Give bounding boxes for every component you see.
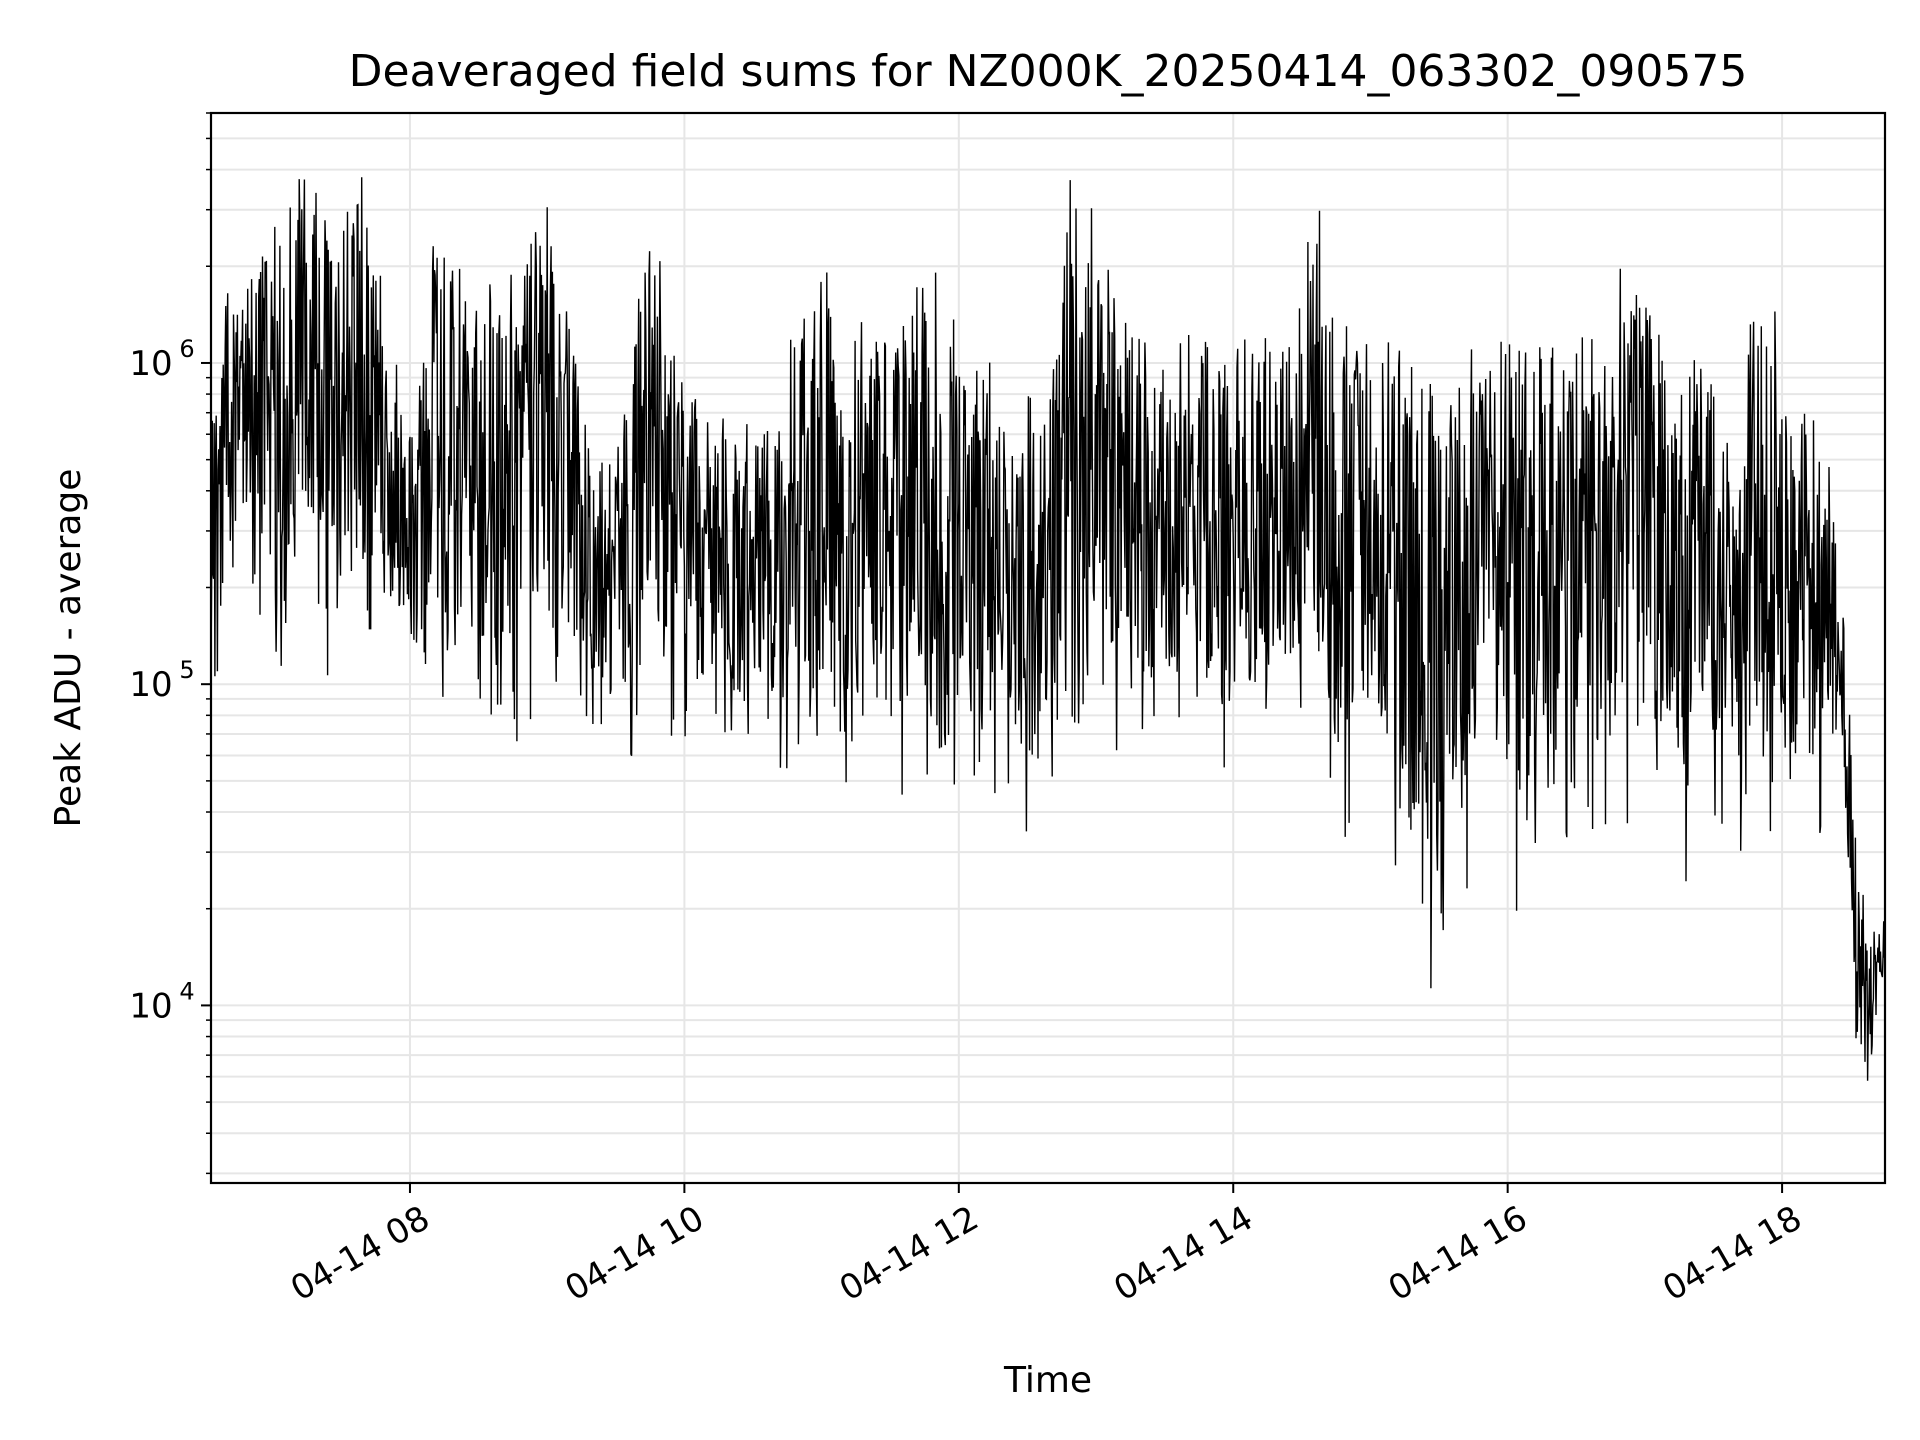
y-tick-label: 10 — [129, 986, 172, 1026]
y-axis-label: Peak ADU - average — [48, 469, 89, 828]
y-tick-exponent: 4 — [179, 977, 194, 1005]
plot-frame — [209, 111, 1887, 1185]
y-tick-exponent: 6 — [179, 335, 194, 363]
series-line — [211, 177, 1885, 1081]
y-tick-exponent: 5 — [179, 656, 194, 684]
plot-area — [211, 177, 1885, 1081]
x-axis-label: Time — [1003, 1360, 1092, 1401]
y-tick-label: 10 — [129, 665, 172, 705]
chart-title: Deaveraged field sums for NZ000K_2025041… — [349, 46, 1748, 97]
y-tick-label: 10 — [129, 344, 172, 384]
